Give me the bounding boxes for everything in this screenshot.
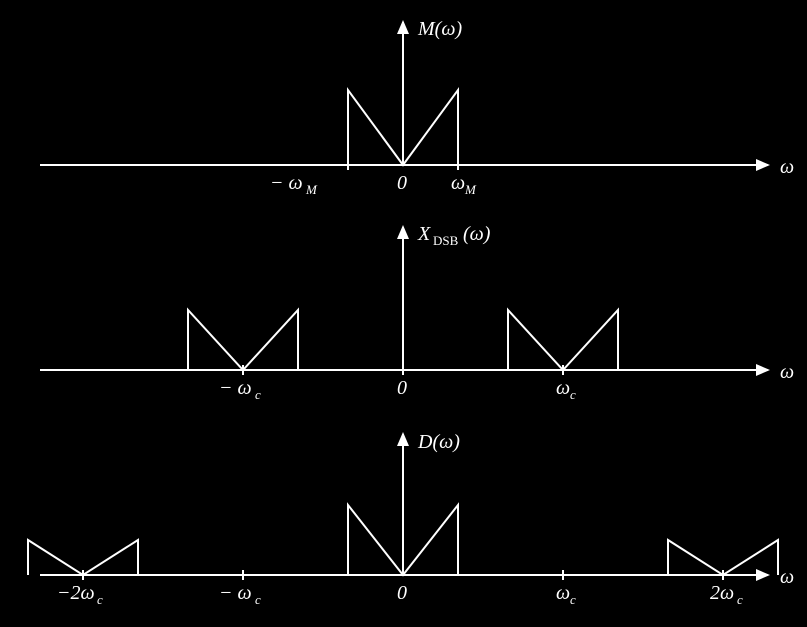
fig-xdsb-omega: − ωc0ωcωXDSB(ω) (40, 223, 794, 402)
svg-text:D(ω): D(ω) (417, 431, 460, 453)
svg-text:M: M (305, 182, 318, 197)
svg-text:ω: ω (451, 172, 465, 194)
svg-text:(ω): (ω) (463, 223, 491, 245)
svg-text:2ω: 2ω (710, 582, 734, 604)
svg-text:DSB: DSB (433, 233, 459, 248)
svg-text:ω: ω (780, 156, 794, 178)
svg-text:c: c (255, 592, 261, 607)
svg-text:c: c (97, 592, 103, 607)
spectrum-figure: − ωM0ωMωM(ω)− ωc0ωcωXDSB(ω)−2ωc− ωc0ωc2ω… (0, 0, 807, 627)
svg-text:ω: ω (556, 377, 570, 399)
svg-text:c: c (570, 387, 576, 402)
svg-text:ω: ω (780, 566, 794, 588)
svg-text:0: 0 (397, 582, 407, 604)
svg-text:M: M (464, 182, 477, 197)
svg-text:−2ω: −2ω (57, 582, 95, 604)
svg-text:M(ω): M(ω) (417, 18, 462, 40)
svg-text:c: c (255, 387, 261, 402)
svg-text:0: 0 (397, 172, 407, 194)
svg-text:− ω: − ω (270, 172, 303, 194)
svg-text:− ω: − ω (219, 582, 252, 604)
svg-text:ω: ω (780, 361, 794, 383)
fig-m-omega: − ωM0ωMωM(ω) (40, 18, 794, 197)
svg-text:c: c (570, 592, 576, 607)
svg-text:X: X (417, 223, 431, 245)
svg-text:− ω: − ω (219, 377, 252, 399)
svg-text:c: c (737, 592, 743, 607)
svg-text:0: 0 (397, 377, 407, 399)
svg-text:ω: ω (556, 582, 570, 604)
fig-d-omega: −2ωc− ωc0ωc2ωcωD(ω) (28, 431, 794, 607)
